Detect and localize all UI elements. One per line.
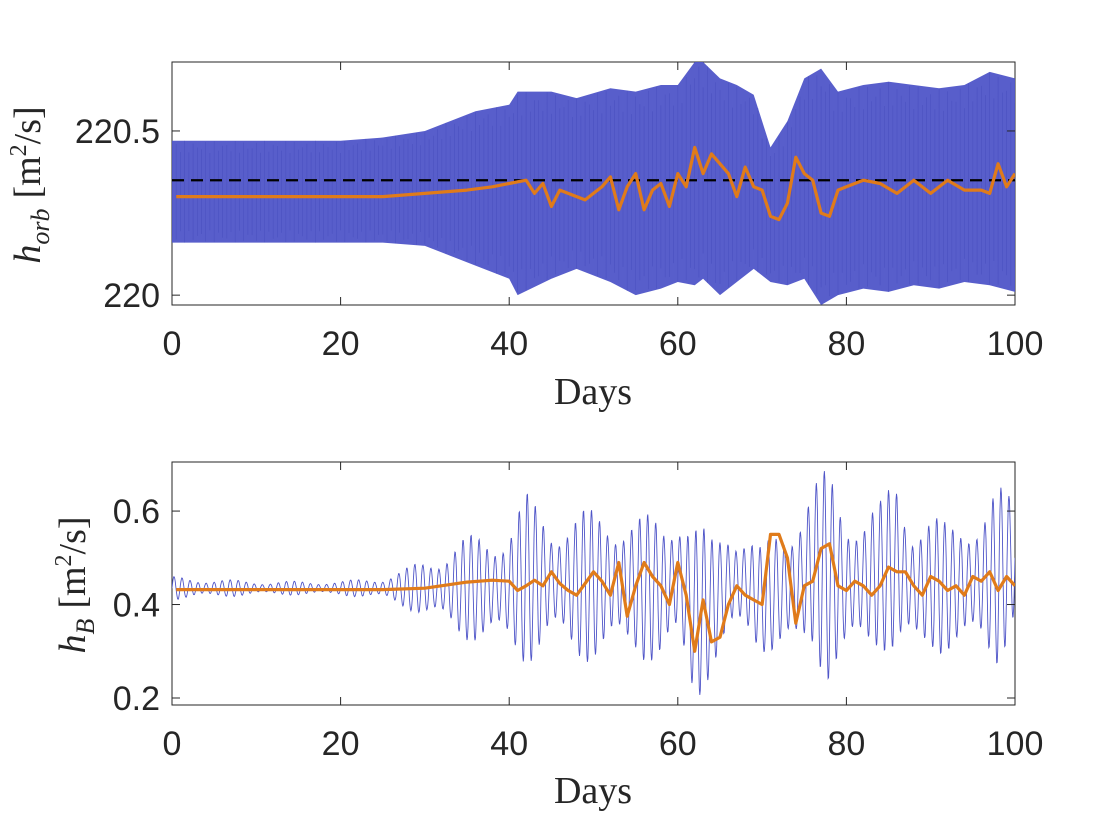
y-tick-label-0-0: 220	[103, 277, 160, 315]
x-tick-label-0-4: 80	[827, 325, 865, 363]
top-y-axis-label: horb [m2/s]	[6, 106, 55, 263]
x-tick-label-0-5: 100	[987, 325, 1044, 363]
x-tick-label-1-5: 100	[987, 725, 1044, 763]
x-tick-label-0-1: 20	[322, 325, 360, 363]
y-tick-label-1-0: 0.2	[113, 680, 160, 718]
x-tick-label-0-2: 40	[490, 325, 528, 363]
top-y-units-pre: [m	[7, 156, 49, 198]
bottom-series-layer	[172, 471, 1015, 695]
x-tick-label-1-3: 60	[659, 725, 697, 763]
bottom-x-axis-label: Days	[554, 770, 632, 812]
bottom-y-units-post: /s]	[52, 516, 94, 554]
top-y-units-exp: 2	[6, 144, 32, 156]
bottom-y-axis-label: hB [m2/s]	[51, 516, 100, 653]
top-panel: 0 20 40 60 80 100 220 220.5 Days horb [m2/s]	[6, 61, 1043, 413]
x-tick-label-0-3: 60	[659, 325, 697, 363]
top-y-units-post: /s]	[7, 106, 49, 144]
bottom-y-units-pre: [m	[52, 566, 94, 608]
y-tick-label-1-1: 0.4	[113, 587, 160, 625]
bottom-y-symbol: h	[52, 635, 94, 654]
top-x-axis-label: Days	[554, 371, 632, 413]
x-tick-label-0-0: 0	[163, 325, 182, 363]
x-tick-label-1-4: 80	[827, 725, 865, 763]
bottom-panel: 0 20 40 60 80 100 0.2 0.4 0.6 Days hB [m2/s]	[51, 461, 1044, 812]
y-tick-label-1-2: 0.6	[113, 493, 160, 531]
series-0-1-line	[176, 145, 1015, 222]
bottom-tick-layer: 0 20 40 60 80 100 0.2 0.4 0.6	[113, 462, 1044, 763]
top-series-layer	[172, 62, 1015, 305]
x-tick-label-1-1: 20	[322, 725, 360, 763]
x-tick-label-1-0: 0	[163, 725, 182, 763]
top-y-symbol: h	[7, 245, 49, 264]
bottom-y-subscript: B	[71, 619, 100, 635]
top-y-subscript: orb	[26, 209, 55, 245]
bottom-y-units-exp: 2	[51, 554, 77, 566]
y-tick-label-0-1: 220.5	[75, 113, 160, 151]
x-tick-label-1-2: 40	[490, 725, 528, 763]
top-tick-layer: 0 20 40 60 80 100 220 220.5	[75, 62, 1043, 363]
series-1-1-line	[176, 532, 1015, 653]
